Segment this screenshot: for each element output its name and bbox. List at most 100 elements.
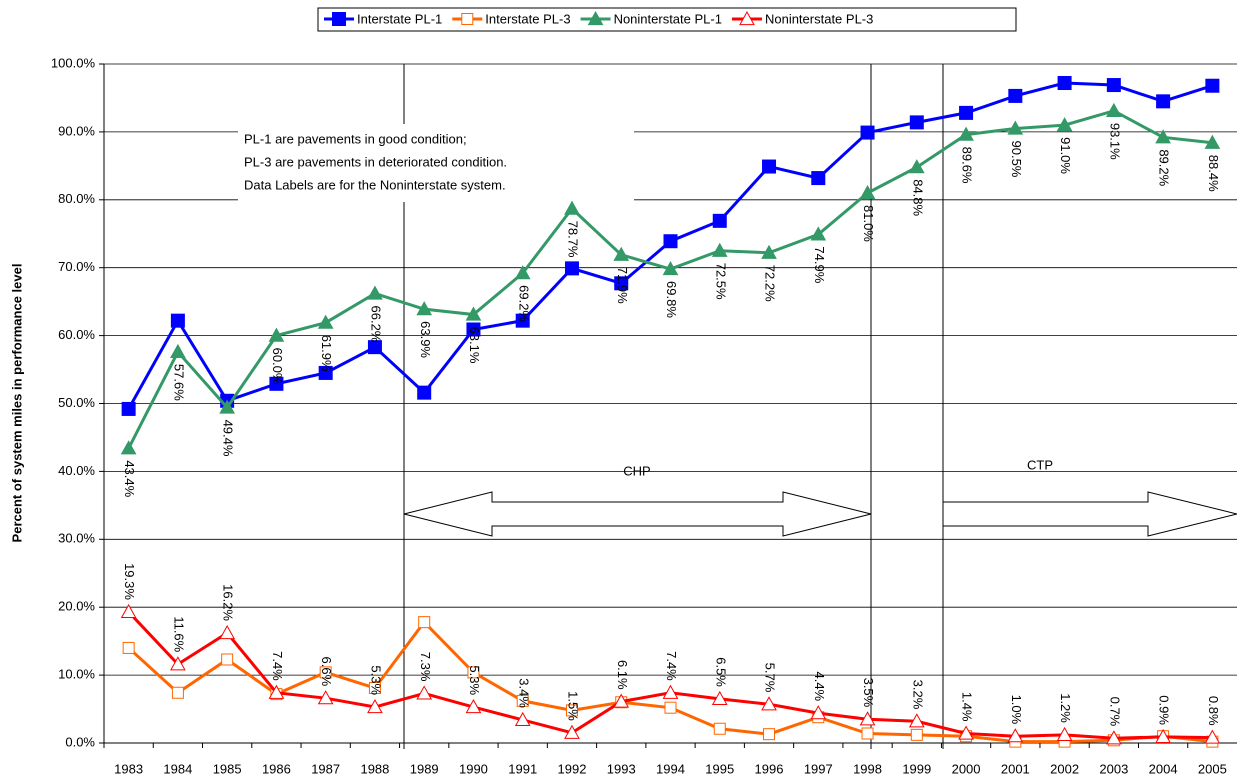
grid: [104, 63, 1237, 744]
marker: [467, 666, 480, 679]
marker: [319, 666, 332, 679]
marker: [613, 693, 630, 708]
data-label: 57.6%: [171, 364, 186, 401]
x-tick-label: 1989: [410, 761, 439, 776]
marker: [1106, 730, 1122, 745]
x-tick-label: 1990: [459, 761, 488, 776]
ctp-arrow: [942, 491, 1237, 537]
data-label: 88.4%: [1206, 155, 1221, 192]
marker: [662, 261, 679, 276]
annotation: CHP: [623, 463, 650, 478]
marker: [514, 711, 531, 727]
marker: [810, 226, 827, 241]
x-tick-label: 2000: [952, 761, 981, 776]
marker: [332, 12, 346, 26]
marker: [908, 159, 925, 174]
data-label: 1.5%: [566, 691, 581, 721]
data-label: 49.4%: [221, 420, 236, 457]
data-label: 7.4%: [664, 651, 679, 681]
y-tick-label: 40.0%: [58, 463, 95, 478]
y-tick-label: 60.0%: [58, 327, 95, 342]
series-line: [127, 619, 1213, 744]
data-label: 6.6%: [319, 657, 334, 687]
note-box: [238, 124, 634, 202]
marker: [713, 722, 726, 735]
marker: [416, 685, 433, 700]
marker: [515, 313, 530, 328]
y-axis-label: Percent of system miles in performance l…: [9, 264, 24, 543]
data-label: 5.3%: [467, 665, 482, 695]
marker: [417, 385, 432, 400]
marker: [859, 711, 876, 726]
x-tick-label: 1988: [360, 761, 389, 776]
y-tick-label: 80.0%: [58, 191, 95, 206]
marker: [664, 701, 677, 714]
marker: [1204, 729, 1221, 744]
marker: [762, 159, 777, 174]
marker: [465, 698, 482, 714]
marker: [1205, 78, 1220, 93]
marker: [269, 376, 284, 391]
marker: [418, 616, 431, 629]
marker: [810, 705, 827, 720]
x-tick-label: 1994: [656, 761, 685, 776]
marker: [170, 656, 186, 671]
data-label: 11.6%: [171, 616, 186, 652]
x-tick-label: 1996: [755, 761, 784, 776]
marker: [1106, 78, 1121, 93]
marker: [120, 440, 137, 455]
marker: [1204, 134, 1221, 149]
data-label: 7.4%: [270, 651, 285, 681]
marker: [1008, 88, 1023, 103]
marker: [465, 306, 482, 321]
data-label: 66.2%: [368, 306, 383, 343]
x-tick-label: 1995: [705, 761, 734, 776]
marker: [170, 343, 186, 358]
chp-arrow: [403, 491, 872, 537]
x-tick-label: 1983: [114, 761, 143, 776]
marker: [739, 10, 755, 26]
note-line: PL-3 are pavements in deteriorated condi…: [244, 154, 507, 169]
marker: [170, 313, 185, 328]
data-label: 0.9%: [1157, 695, 1172, 725]
x-tick-label: 1993: [607, 761, 636, 776]
data-label: 43.4%: [122, 460, 137, 497]
data-label: 6.5%: [713, 657, 728, 687]
x-tick-label: 2005: [1198, 761, 1227, 776]
data-label: 1.0%: [1009, 695, 1024, 725]
marker: [587, 10, 604, 26]
marker: [461, 13, 474, 25]
marker: [367, 285, 383, 300]
marker: [368, 682, 381, 695]
marker: [219, 624, 236, 640]
y-tick-label: 0.0%: [65, 734, 95, 749]
data-label: 71.9%: [615, 267, 630, 304]
data-label: 0.7%: [1107, 697, 1122, 727]
marker: [268, 327, 285, 342]
data-label: 81.0%: [861, 205, 876, 242]
x-tick-label: 2001: [1001, 761, 1030, 776]
x-tick-label: 1997: [804, 761, 833, 776]
marker: [1056, 117, 1073, 132]
marker: [416, 301, 433, 316]
marker: [1155, 728, 1171, 743]
data-label: 84.8%: [910, 179, 925, 216]
marker: [711, 690, 728, 705]
marker: [613, 246, 630, 261]
marker: [367, 698, 383, 714]
data-label: 78.7%: [566, 221, 581, 258]
marker: [711, 242, 728, 257]
data-label: 89.2%: [1157, 149, 1172, 186]
data-label: 6.1%: [615, 660, 630, 690]
marker: [910, 728, 923, 741]
data-label: 3.2%: [910, 680, 925, 710]
marker: [712, 213, 727, 228]
data-label: 5.3%: [368, 665, 383, 695]
marker: [367, 340, 382, 355]
marker: [1057, 76, 1072, 91]
marker: [1106, 102, 1122, 117]
data-label: 74.9%: [812, 246, 827, 283]
x-tick-label: 1984: [163, 761, 192, 776]
data-label: 4.4%: [812, 671, 827, 701]
